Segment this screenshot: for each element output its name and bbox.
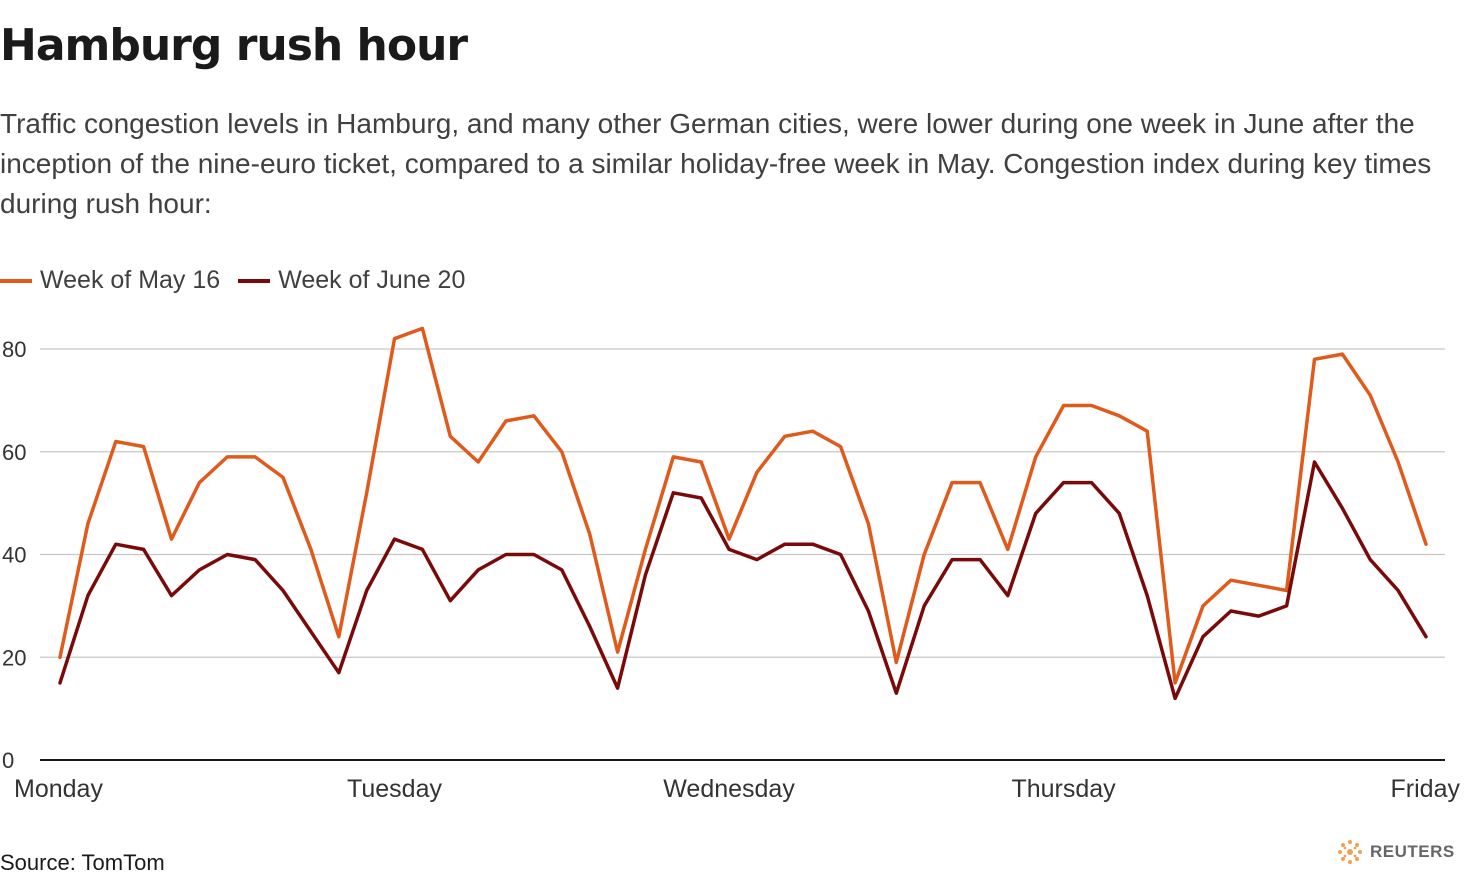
y-tick-label: 0 [2,748,14,773]
legend-swatch-may [0,278,32,283]
legend-swatch-june [238,278,271,283]
series-line-june [58,460,1428,701]
y-tick-label: 60 [2,440,26,465]
line-chart: 0 20 40 60 80 Monday Tuesday Wednesday Thursday… [2,326,1460,803]
legend-item-june: Week of June 20 [238,266,465,295]
legend: Week of May 16 Week of June 20 [0,266,483,295]
x-tick-label: Tuesday [347,775,442,803]
x-tick-label: Thursday [1011,775,1116,803]
x-tick-label: Wednesday [663,775,795,803]
reuters-logo-text: REUTERS [1370,842,1455,861]
legend-item-may: Week of May 16 [0,266,220,295]
y-tick-labels: 0 20 40 60 80 [2,337,26,773]
series-lines [58,326,1428,701]
y-tick-label: 20 [2,645,26,670]
chart-title: Hamburg rush hour [0,20,468,71]
x-tick-label: Monday [14,775,103,803]
legend-label-june: Week of June 20 [278,266,466,294]
series-line-may [58,326,1428,685]
y-tick-label: 80 [2,337,26,362]
x-tick-label: Friday [1391,775,1461,803]
reuters-logo-icon [1338,840,1362,864]
y-tick-label: 40 [2,543,26,568]
chart-subtitle: Traffic congestion levels in Hamburg, an… [0,108,1432,219]
source-note: Source: TomTom [0,850,165,875]
reuters-logo: REUTERS [1336,838,1455,866]
x-tick-labels: Monday Tuesday Wednesday Thursday Friday [14,775,1460,803]
legend-label-may: Week of May 16 [40,266,221,294]
